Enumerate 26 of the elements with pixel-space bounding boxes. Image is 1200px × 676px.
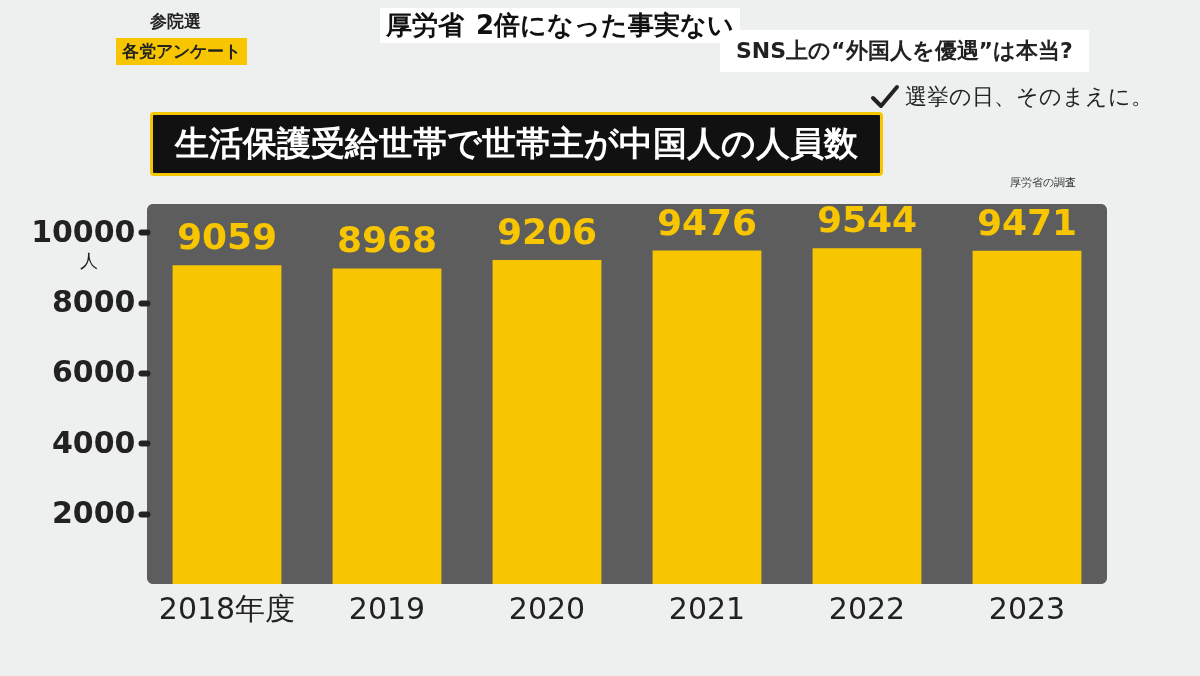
text: 各党アンケート (116, 38, 247, 65)
text: 参院選 (150, 10, 201, 33)
data-label: 8968 (336, 219, 438, 261)
x-tick-label: 2019 (348, 590, 426, 626)
chart-title: 生活保護受給世帯で世帯主が中国人の人員数 (150, 112, 883, 176)
text: SNS上の“外国人を優遇”は本当? (736, 38, 1073, 63)
y-tick-label: 10000 (31, 213, 136, 249)
text: 厚労省 (380, 8, 470, 43)
data-label: 9059 (176, 216, 278, 258)
x-tick-label: 2020 (508, 590, 586, 626)
text: 厚労省の調査 (1010, 175, 1076, 190)
y-tick-label: 4000 (52, 424, 136, 460)
y-axis-title: 人 (79, 250, 98, 271)
y-tick-label: 8000 (52, 284, 136, 320)
text: 選挙の日、そのまえに。 (905, 83, 1153, 111)
data-label: 9476 (656, 201, 758, 243)
text: 2倍になった事実ない (476, 10, 735, 40)
data-label: 9471 (976, 201, 1078, 243)
x-tick-label: 2022 (828, 590, 906, 626)
y-tick-label: 2000 (52, 495, 136, 531)
data-label: 9206 (496, 211, 598, 253)
data-label: 9544 (816, 199, 918, 241)
x-tick-label: 2018年度 (158, 590, 296, 626)
x-tick-label: 2023 (988, 590, 1066, 626)
y-tick-label: 6000 (52, 354, 136, 390)
x-tick-label: 2021 (668, 590, 746, 626)
